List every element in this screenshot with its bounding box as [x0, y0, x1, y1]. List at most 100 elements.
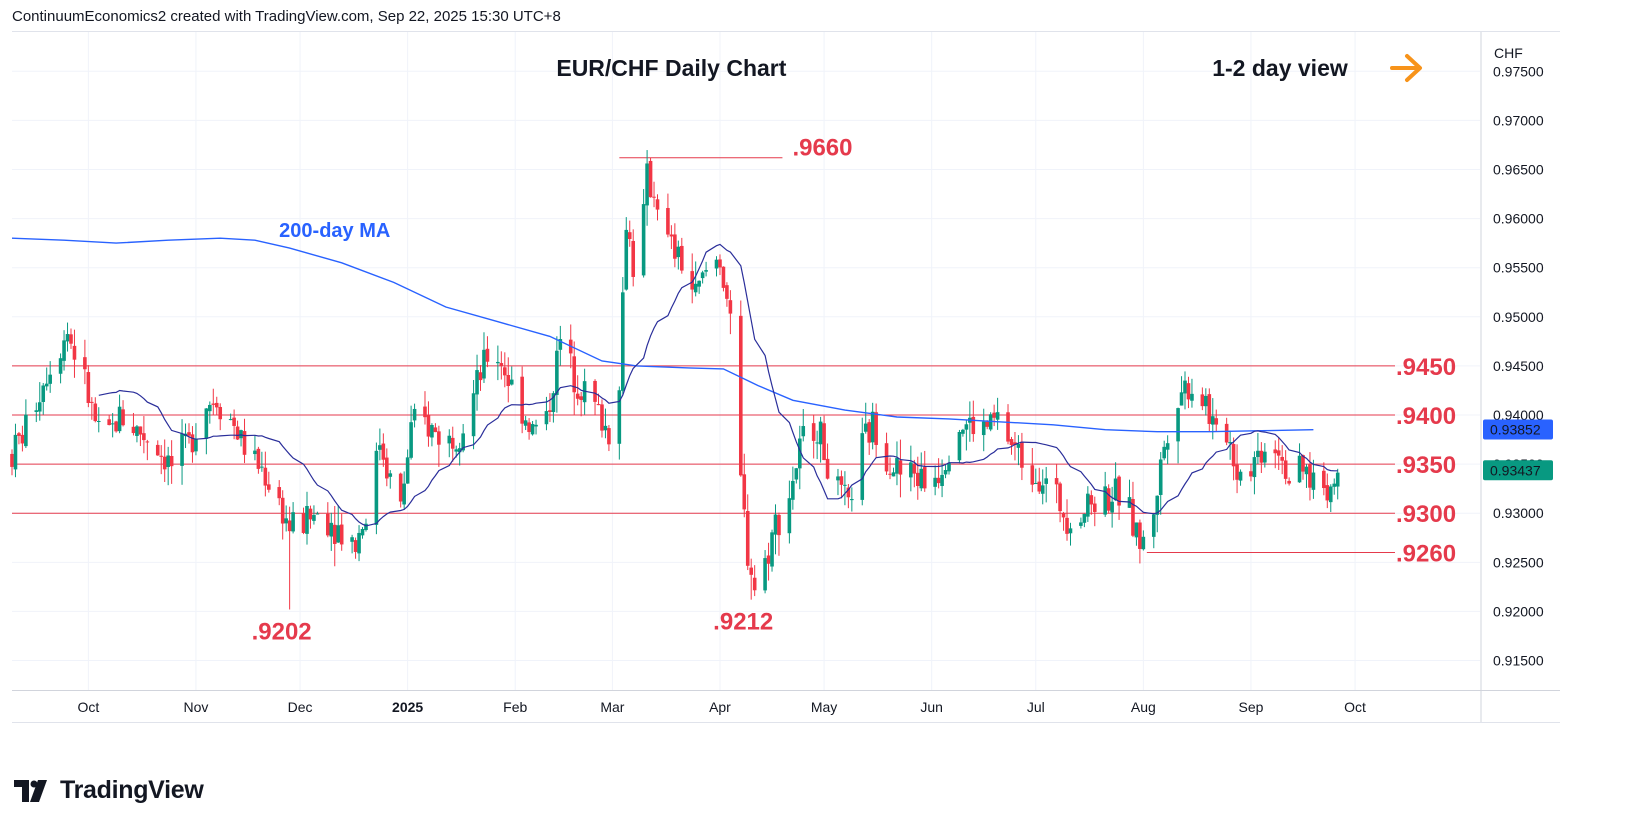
candle-body [544, 411, 549, 425]
candle-body [1200, 394, 1205, 407]
candle-body [745, 511, 750, 566]
candle-body [957, 431, 962, 461]
candle-body [1308, 464, 1312, 488]
time-tick-label: May [811, 699, 837, 715]
candle-body [48, 374, 52, 384]
candle-body [763, 558, 767, 591]
candle-body [575, 393, 580, 399]
candle-body [280, 497, 285, 524]
candle-body [13, 434, 18, 470]
time-tick-label: Feb [503, 699, 527, 715]
candle-body [548, 410, 552, 412]
price-tick-label: 0.94000 [1493, 407, 1544, 423]
candle-body [423, 406, 427, 418]
candle-body [1158, 459, 1163, 495]
low-label: .9202 [252, 618, 312, 645]
candle-body [1009, 439, 1014, 446]
candle-body [1214, 418, 1219, 425]
candle-body [1086, 493, 1090, 517]
candle-body [1092, 503, 1097, 512]
candle-body [679, 245, 684, 271]
candle-body [940, 474, 944, 487]
candle-body [794, 468, 799, 480]
candle-body [69, 334, 73, 344]
time-tick-label: Dec [288, 699, 313, 715]
candle-body [1297, 455, 1302, 483]
candle-body [24, 414, 28, 447]
candle-body [169, 455, 174, 467]
candle-body [90, 401, 94, 403]
candle-body [378, 445, 382, 450]
candle-body [1179, 392, 1184, 406]
candle-body [114, 421, 118, 432]
candle-body [478, 372, 483, 381]
tradingview-logo[interactable]: TradingView [14, 776, 204, 805]
candle-body [669, 234, 674, 237]
candle-body [624, 229, 629, 290]
candle-body [374, 450, 379, 525]
candle-body [1287, 480, 1291, 484]
price-tick-label: 0.96500 [1493, 161, 1544, 177]
candle-body [1006, 412, 1010, 442]
level-label: .9350 [1396, 452, 1456, 479]
candle-body [218, 406, 223, 420]
candle-body [860, 433, 865, 500]
candle-body [336, 525, 341, 543]
candle-body [305, 506, 309, 534]
candle-body [843, 484, 847, 486]
candle-body [503, 367, 507, 376]
candle-body [607, 428, 611, 445]
candle-body [523, 420, 528, 426]
candle-body [326, 513, 330, 536]
candle-body [738, 315, 743, 476]
time-tick-label: Oct [77, 699, 99, 715]
candle-body [155, 444, 160, 456]
candle-body [888, 473, 892, 475]
candle-body [461, 433, 465, 451]
ma200-line [11, 237, 1314, 433]
candle-body [815, 442, 819, 444]
candle-body [801, 426, 806, 437]
candle-body [475, 370, 479, 395]
candle-body [454, 449, 459, 452]
candle-body [117, 406, 122, 432]
candle-body [1228, 442, 1232, 444]
candle-body [267, 484, 271, 490]
candle-body [620, 292, 625, 391]
candle-body [752, 577, 757, 591]
candle-body [898, 460, 903, 475]
candle-body [1183, 380, 1187, 394]
candle-body [700, 272, 705, 279]
candle-body [791, 480, 795, 500]
ma20-line [98, 243, 1338, 527]
price-tick-label: 0.95500 [1493, 260, 1544, 276]
candle-body [690, 271, 695, 290]
candle-body [1110, 501, 1114, 513]
candle-body [1259, 450, 1264, 463]
time-tick-label: Jul [1027, 699, 1045, 715]
candle-body [600, 404, 604, 431]
candle-body [555, 350, 559, 395]
candle-body [360, 528, 365, 536]
candle-body [1089, 495, 1094, 505]
candle-body [405, 457, 410, 484]
candle-body [1190, 393, 1194, 401]
candle-body [308, 508, 313, 520]
candle-body [725, 285, 729, 299]
candle-body [41, 385, 46, 402]
time-tick-label: 2025 [392, 699, 423, 715]
candle-body [1263, 451, 1267, 463]
candle-body [388, 473, 393, 477]
candle-body [1280, 456, 1284, 461]
candle-body [86, 372, 91, 403]
candle-body [339, 524, 344, 545]
candle-body [1235, 464, 1239, 480]
candle-body [450, 437, 455, 449]
candle-body [312, 515, 316, 521]
candle-body [329, 522, 334, 537]
candle-body [44, 383, 49, 387]
candle-body [110, 423, 115, 425]
candle-body [985, 421, 989, 427]
tradingview-logo-icon [14, 779, 47, 802]
